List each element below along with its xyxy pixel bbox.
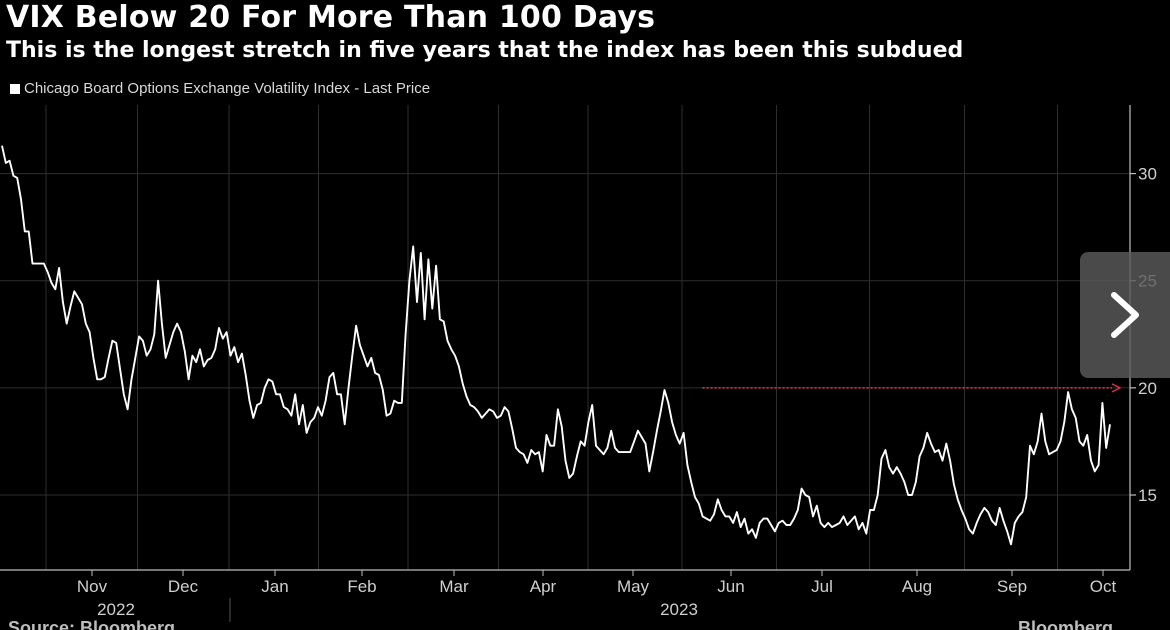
year-label: 2022 [97,600,135,619]
series-line-vix [1,145,1111,546]
source-note: Source: Bloomberg [8,618,176,630]
brand-logo: Bloomberg [1018,618,1114,630]
legend-label: Chicago Board Options Exchange Volatilit… [24,80,431,97]
chart-title: VIX Below 20 For More Than 100 Days [6,0,656,35]
x-tick-label: Dec [168,577,199,596]
x-tick-label: Jun [717,577,744,596]
y-tick-label: 30 [1138,165,1157,184]
x-tick-label: Nov [77,577,108,596]
x-tick-label: May [617,577,650,596]
next-slide-button[interactable] [1080,252,1170,378]
y-tick-label: 15 [1138,486,1157,505]
x-tick-label: Oct [1090,577,1117,596]
x-tick-label: Jul [811,577,833,596]
x-tick-label: Mar [439,577,469,596]
x-tick-label: Aug [902,577,932,596]
chart-legend: Chicago Board Options Exchange Volatilit… [10,80,430,97]
x-tick-label: Feb [347,577,376,596]
y-tick-label: 20 [1138,379,1157,398]
x-tick-label: Jan [261,577,288,596]
x-tick-label: Apr [530,577,557,596]
legend-swatch [10,83,20,94]
chart-subtitle: This is the longest stretch in five year… [6,38,964,63]
chevron-right-icon [1111,292,1139,338]
x-tick-label: Sep [997,577,1027,596]
year-label: 2023 [660,600,698,619]
threshold-arrow [1111,383,1122,393]
